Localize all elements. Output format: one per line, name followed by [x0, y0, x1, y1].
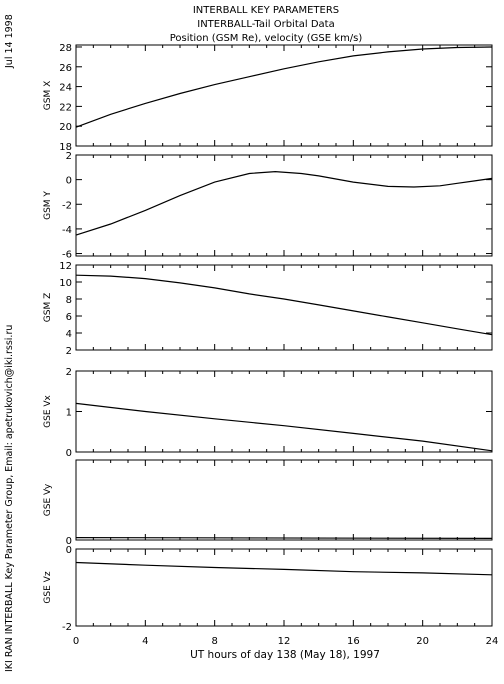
y-tick-label: 10	[59, 278, 72, 289]
panel-5: 0 GSE Vy	[43, 459, 493, 547]
y-axis-label: GSE Vz	[43, 571, 53, 603]
y-tick-label: 4	[66, 329, 72, 340]
y-tick-label: 0	[66, 176, 72, 187]
panel-frame	[75, 370, 493, 453]
y-tick-label: 2	[66, 346, 72, 357]
series-line-4	[75, 402, 493, 452]
x-tick-label: 4	[142, 636, 148, 647]
y-tick-label: 2	[66, 151, 72, 162]
side-credit-text: IKI RAN INTERBALL Key Parameter Group, E…	[4, 325, 15, 672]
panel-4: 0 1 2 GSE Vx	[43, 367, 493, 459]
panel-frame	[75, 44, 493, 147]
x-tick-label: 24	[486, 636, 499, 647]
series-line-2	[75, 170, 493, 236]
y-tick-label: 18	[59, 142, 72, 153]
y-tick-label: -6	[62, 250, 72, 261]
x-tick-label: 0	[73, 636, 79, 647]
title-line-3: Position (GSM Re), velocity (GSE km/s)	[170, 33, 363, 44]
y-tick-label: 0	[66, 545, 72, 556]
y-tick-label: 8	[66, 295, 72, 306]
x-tick-label: 20	[416, 636, 429, 647]
y-tick-label: 20	[59, 122, 72, 133]
panel-frame	[75, 548, 493, 627]
panel-6: -2 0 GSE Vz	[43, 545, 493, 633]
panel-1: 18 20 22 24 26 28 GSM X	[43, 43, 493, 153]
x-tick-label: 12	[278, 636, 291, 647]
series-line-3	[75, 274, 493, 336]
y-axis-label: GSM Y	[43, 191, 53, 220]
y-tick-label: 0	[66, 448, 72, 459]
x-tick-label: 8	[211, 636, 217, 647]
y-axis-label: GSE Vy	[43, 483, 53, 516]
panel-frame	[75, 459, 493, 541]
y-tick-label: 2	[66, 367, 72, 378]
y-tick-label: -2	[62, 622, 72, 633]
title-line-2: INTERBALL-Tail Orbital Data	[197, 19, 334, 30]
y-tick-label: 12	[59, 261, 72, 272]
y-tick-label: 22	[59, 102, 72, 113]
y-tick-label: 26	[59, 63, 72, 74]
side-date-text: Jul 14 1998	[4, 14, 15, 69]
y-axis-label: GSE Vx	[43, 394, 53, 427]
series-line-5	[75, 536, 493, 540]
y-tick-label: 0	[66, 536, 72, 547]
y-tick-label: 28	[59, 43, 72, 54]
y-tick-label: -2	[62, 200, 72, 211]
panel-2: -6 -4 -2 0 2 GSM Y	[43, 151, 493, 261]
y-tick-label: 24	[59, 83, 72, 94]
y-tick-label: 1	[66, 408, 72, 419]
panel-3: 2 4 6 8 10 12 GSM Z	[43, 261, 493, 357]
y-axis-label: GSM Z	[43, 293, 53, 322]
panel-frame	[75, 154, 493, 257]
series-line-1	[75, 46, 493, 128]
series-line-6	[75, 561, 493, 576]
y-tick-label: 6	[66, 312, 72, 323]
x-axis-label: UT hours of day 138 (May 18), 1997	[190, 649, 380, 661]
x-tick-label: 16	[347, 636, 360, 647]
y-tick-label: -4	[62, 225, 72, 236]
title-line-1: INTERBALL KEY PARAMETERS	[193, 5, 339, 16]
y-axis-label: GSM X	[43, 81, 53, 110]
